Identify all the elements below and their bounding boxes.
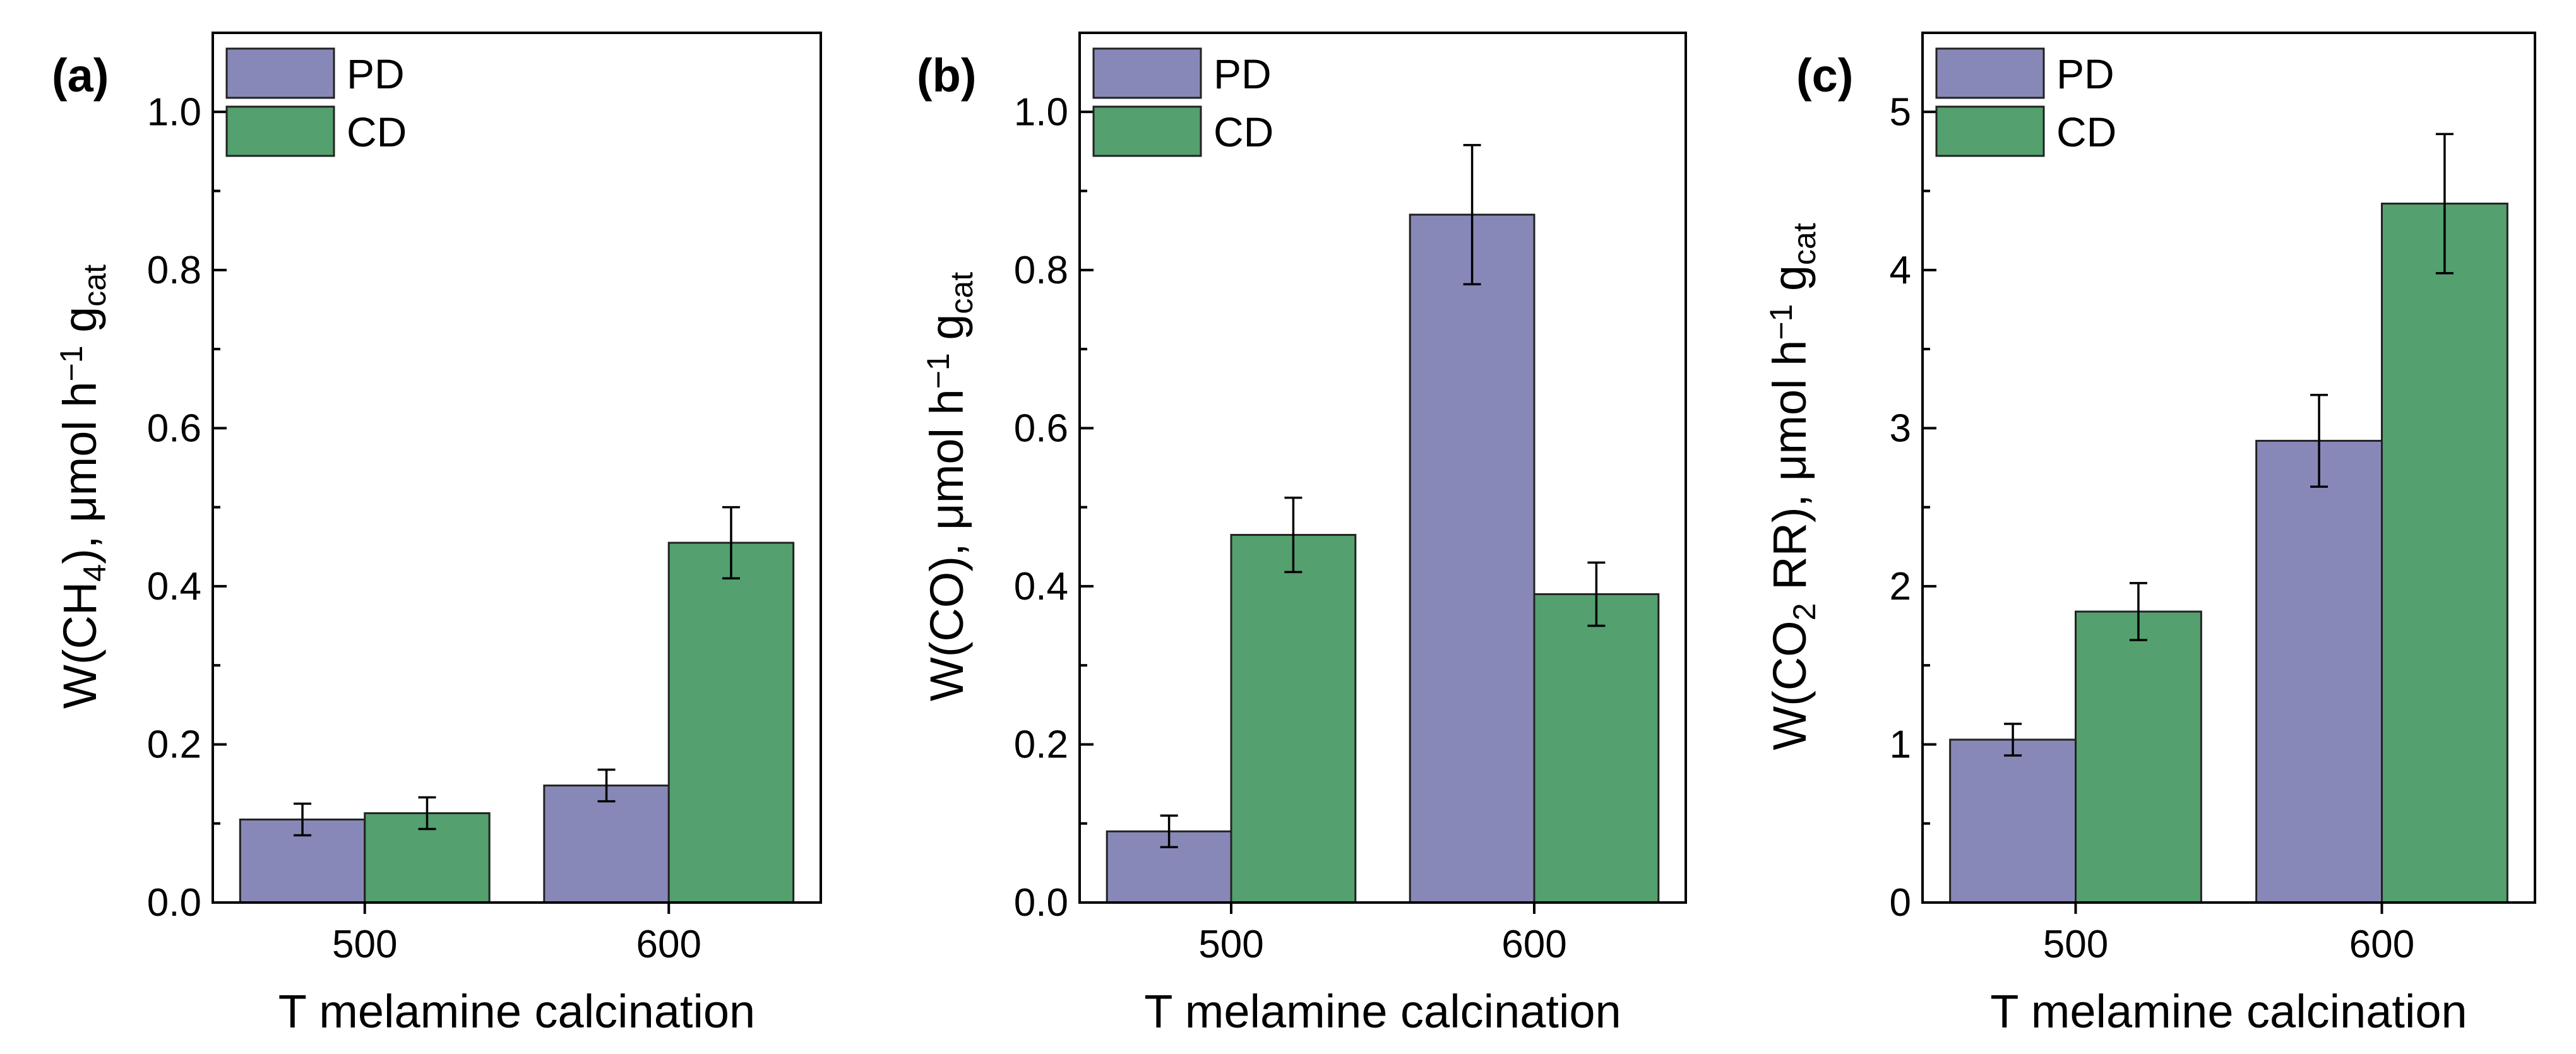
- legend-swatch-cd: [1092, 105, 1202, 157]
- legend-label-cd: CD: [1213, 109, 1273, 155]
- x-axis-title: T melamine calcination: [278, 985, 755, 1038]
- error-bar-pd-600: [2310, 393, 2329, 488]
- bar-pd-600: [2255, 439, 2383, 904]
- y-tick-label: 0: [1890, 881, 1911, 925]
- y-tick-label: 0.8: [1014, 249, 1068, 292]
- bar-cd-600: [667, 542, 795, 904]
- legend-swatch-pd: [225, 47, 335, 99]
- legend-swatch-pd: [1092, 47, 1202, 99]
- legend: PD CD: [1935, 47, 2116, 157]
- chart-panel-0: 0.0 0.2 0.4 0.6 0.8 1.0 500 600 T melamine calci…: [52, 32, 822, 1038]
- legend-label-pd: PD: [347, 50, 405, 97]
- legend-swatch-pd: [1935, 47, 2045, 99]
- bar-cd-600: [1533, 593, 1660, 904]
- y-axis-title: W(CO), μmol h−1 gcat: [921, 272, 980, 701]
- legend-label-cd: CD: [2056, 109, 2116, 155]
- plot-frame: [1921, 32, 2536, 904]
- x-tick-label: 500: [1198, 923, 1263, 966]
- legend: PD CD: [225, 47, 407, 157]
- y-tick-label: 0.6: [147, 406, 201, 450]
- x-tick-label: 500: [332, 923, 397, 966]
- x-tick-label: 500: [2043, 923, 2108, 966]
- error-bar-pd-600: [1463, 144, 1481, 286]
- chart-panel-2: 0 1 2 3 4 5 500 600 T melamine calcination W(CO2 …: [1763, 32, 2536, 1038]
- y-tick-label: 0.4: [147, 565, 201, 608]
- y-tick-label: 1.0: [147, 90, 201, 134]
- error-bar-pd-500: [2004, 723, 2022, 757]
- error-bar-cd-500: [1284, 496, 1303, 574]
- x-tick-label: 600: [1501, 923, 1566, 966]
- error-bar-cd-500: [2129, 582, 2147, 641]
- y-tick-label: 0.4: [1014, 565, 1068, 608]
- y-tick-label: 4: [1890, 249, 1911, 292]
- y-tick-label: 5: [1890, 90, 1911, 134]
- bar-pd-500: [1949, 738, 2077, 904]
- y-tick-label: 0.2: [1014, 723, 1068, 766]
- plot-frame: [1078, 32, 1687, 904]
- x-tick-label: 600: [2349, 923, 2414, 966]
- y-axis-title: W(CO2 RR), μmol h−1 gcat: [1763, 223, 1823, 750]
- y-tick-label: 0.6: [1014, 406, 1068, 450]
- chart-panel-1: 0.0 0.2 0.4 0.6 0.8 1.0 500 600 T melamine calci…: [917, 32, 1687, 1038]
- panel-label: (c): [1796, 49, 1853, 102]
- legend-label-cd: CD: [347, 109, 407, 155]
- y-tick-label: 3: [1890, 406, 1911, 450]
- legend-label-pd: PD: [2056, 50, 2114, 97]
- x-axis-title: T melamine calcination: [1144, 985, 1621, 1038]
- plot-frame: [212, 32, 822, 904]
- panel-label: (a): [52, 49, 109, 102]
- bar-cd-500: [1230, 533, 1357, 904]
- y-tick-label: 2: [1890, 565, 1911, 608]
- legend-label-pd: PD: [1213, 50, 1272, 97]
- bar-cd-500: [2075, 610, 2202, 904]
- bar-pd-600: [1409, 213, 1535, 904]
- error-bar-pd-500: [294, 802, 312, 837]
- y-tick-label: 0.8: [147, 249, 201, 292]
- error-bar-cd-600: [1587, 561, 1606, 627]
- error-bar-cd-600: [722, 506, 740, 580]
- legend-swatch-cd: [225, 105, 335, 157]
- x-axis-title: T melamine calcination: [1990, 985, 2467, 1038]
- y-tick-label: 0.0: [147, 881, 201, 925]
- x-tick-label: 600: [636, 923, 701, 966]
- legend: PD CD: [1092, 47, 1273, 157]
- y-tick-label: 1.0: [1014, 90, 1068, 134]
- y-tick-label: 1: [1890, 723, 1911, 766]
- bar-pd-600: [543, 785, 670, 904]
- error-bar-cd-500: [418, 796, 436, 831]
- y-tick-label: 0.0: [1014, 881, 1068, 925]
- error-bar-pd-500: [1160, 814, 1178, 849]
- y-tick-label: 0.2: [147, 723, 201, 766]
- bar-cd-600: [2381, 203, 2508, 904]
- y-axis-title: W(CH4), μmol h−1 gcat: [54, 264, 113, 709]
- error-bar-pd-600: [597, 768, 616, 803]
- panel-label: (b): [917, 49, 977, 102]
- legend-swatch-cd: [1935, 105, 2045, 157]
- error-bar-cd-600: [2435, 133, 2454, 275]
